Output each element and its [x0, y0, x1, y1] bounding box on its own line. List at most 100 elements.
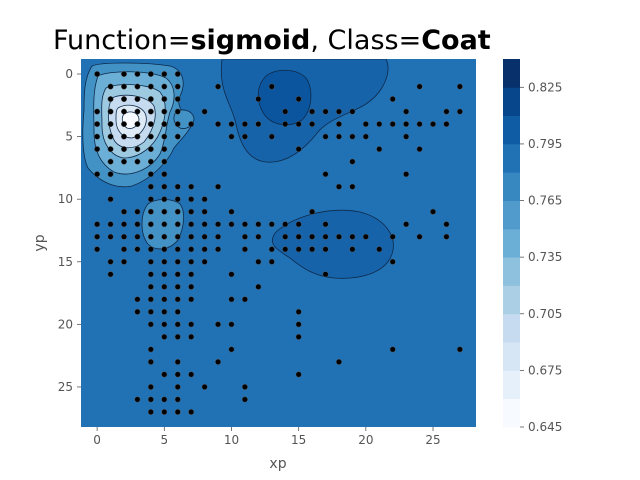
data-point: [215, 321, 221, 328]
data-point: [134, 146, 141, 153]
data-point: [295, 96, 302, 103]
data-point: [336, 133, 342, 140]
data-point: [134, 121, 141, 128]
data-point: [241, 121, 248, 128]
data-point: [456, 83, 463, 90]
data-point: [134, 246, 141, 253]
data-point: [295, 233, 302, 240]
data-point: [188, 333, 195, 340]
colorbar-band: [503, 200, 520, 230]
data-point: [389, 96, 396, 103]
data-point: [282, 246, 289, 253]
data-point: [147, 96, 154, 103]
data-point: [322, 133, 329, 140]
data-point: [174, 396, 181, 403]
data-point: [268, 246, 275, 253]
data-point: [121, 146, 127, 153]
data-point: [174, 383, 181, 390]
data-point: [147, 409, 154, 415]
data-point: [336, 121, 342, 128]
data-point: [188, 221, 195, 228]
data-point: [174, 258, 181, 265]
data-point: [215, 83, 221, 90]
data-point: [147, 346, 154, 353]
data-point: [94, 246, 101, 253]
data-point: [107, 121, 114, 128]
data-point: [215, 358, 221, 365]
data-point: [134, 233, 141, 240]
data-point: [161, 246, 168, 253]
data-point: [282, 233, 289, 240]
data-point: [322, 221, 329, 228]
data-point: [147, 146, 154, 153]
data-point: [215, 183, 221, 190]
data-point: [295, 246, 302, 253]
data-point: [241, 221, 248, 228]
data-point: [107, 83, 114, 90]
data-point: [456, 108, 463, 115]
data-point: [134, 83, 141, 90]
data-point: [161, 83, 168, 90]
data-point: [147, 196, 154, 203]
data-point: [121, 121, 127, 128]
data-point: [107, 221, 114, 228]
data-point: [201, 233, 208, 240]
scatter-points: [94, 71, 463, 415]
data-point: [134, 396, 141, 403]
colorbar-band: [503, 313, 520, 343]
data-point: [349, 233, 356, 240]
colorbar-band: [503, 342, 520, 371]
data-point: [94, 133, 101, 140]
data-point: [403, 171, 410, 178]
colorbar: 0.645 0.675 0.705 0.735 0.765 0.795 0.825: [503, 59, 562, 434]
y-axis-label: yp: [32, 234, 48, 251]
data-point: [336, 108, 342, 115]
data-point: [188, 258, 195, 265]
data-point: [241, 296, 248, 303]
data-point: [94, 233, 101, 240]
colorbar-band: [503, 370, 520, 400]
data-point: [161, 96, 168, 103]
data-point: [107, 158, 114, 165]
data-point: [134, 296, 141, 303]
colorbar-tick-label: 0.795: [528, 137, 562, 151]
data-point: [174, 121, 181, 128]
data-point: [255, 258, 262, 265]
data-point: [416, 83, 423, 90]
y-tick-label: 10: [58, 192, 73, 206]
colorbar-tick-label: 0.675: [528, 363, 562, 377]
y-axis: 0 5 10 15 20 25: [58, 67, 81, 394]
data-point: [174, 83, 181, 90]
data-point: [147, 283, 154, 290]
data-point: [389, 258, 396, 265]
data-point: [174, 283, 181, 290]
data-point: [188, 409, 195, 415]
data-point: [322, 246, 329, 253]
data-point: [295, 333, 302, 340]
data-point: [336, 183, 342, 190]
data-point: [255, 121, 262, 128]
data-point: [94, 121, 101, 128]
data-point: [349, 108, 356, 115]
data-point: [201, 196, 208, 203]
data-point: [188, 233, 195, 240]
data-point: [147, 83, 154, 90]
x-tick-label: 5: [160, 433, 168, 447]
data-point: [94, 171, 101, 178]
data-point: [174, 108, 181, 115]
data-point: [174, 208, 181, 215]
data-point: [174, 308, 181, 315]
data-point: [107, 108, 114, 115]
y-tick-label: 15: [58, 255, 73, 269]
data-point: [389, 346, 396, 353]
data-point: [201, 258, 208, 265]
data-point: [107, 271, 114, 278]
data-point: [161, 146, 168, 153]
data-point: [174, 371, 181, 378]
data-point: [147, 158, 154, 165]
data-point: [161, 371, 168, 378]
data-point: [134, 108, 141, 115]
data-point: [134, 158, 141, 165]
data-point: [456, 346, 463, 353]
data-point: [403, 108, 410, 115]
